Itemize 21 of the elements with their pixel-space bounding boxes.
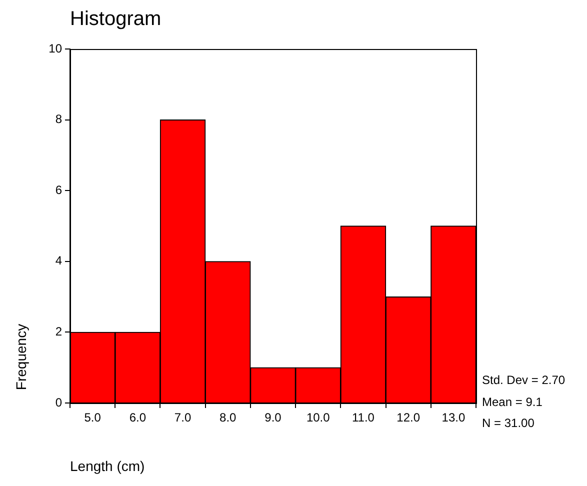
y-tick-label: 4 [55, 254, 62, 268]
x-tick-label: 5.0 [84, 410, 102, 425]
y-tick-label: 0 [55, 395, 62, 410]
chart-title: Histogram [70, 8, 162, 31]
x-tick-label: 6.0 [129, 410, 146, 425]
text: N = 31.00 [482, 416, 534, 430]
text: Std. Dev = 2.70 [482, 373, 566, 387]
y-tick-label: 6 [55, 182, 62, 197]
y-tick-label: 10 [48, 41, 62, 56]
x-tick-label: 10.0 [306, 410, 330, 425]
x-tick-label: 8.0 [220, 410, 237, 425]
y-tick-label: 2 [55, 324, 62, 339]
x-tick-label: 12.0 [396, 410, 420, 425]
text: Mean = 9.1 [482, 394, 542, 408]
y-tick-label: 8 [55, 112, 62, 126]
x-axis-title: Length (cm) [70, 458, 145, 474]
x-tick-label: 11.0 [352, 410, 375, 425]
x-tick-label: 13.0 [442, 410, 466, 425]
y-axis-title: Frequency [13, 324, 29, 390]
x-tick-label: 7.0 [174, 410, 192, 425]
x-tick-label: 9.0 [264, 410, 282, 425]
